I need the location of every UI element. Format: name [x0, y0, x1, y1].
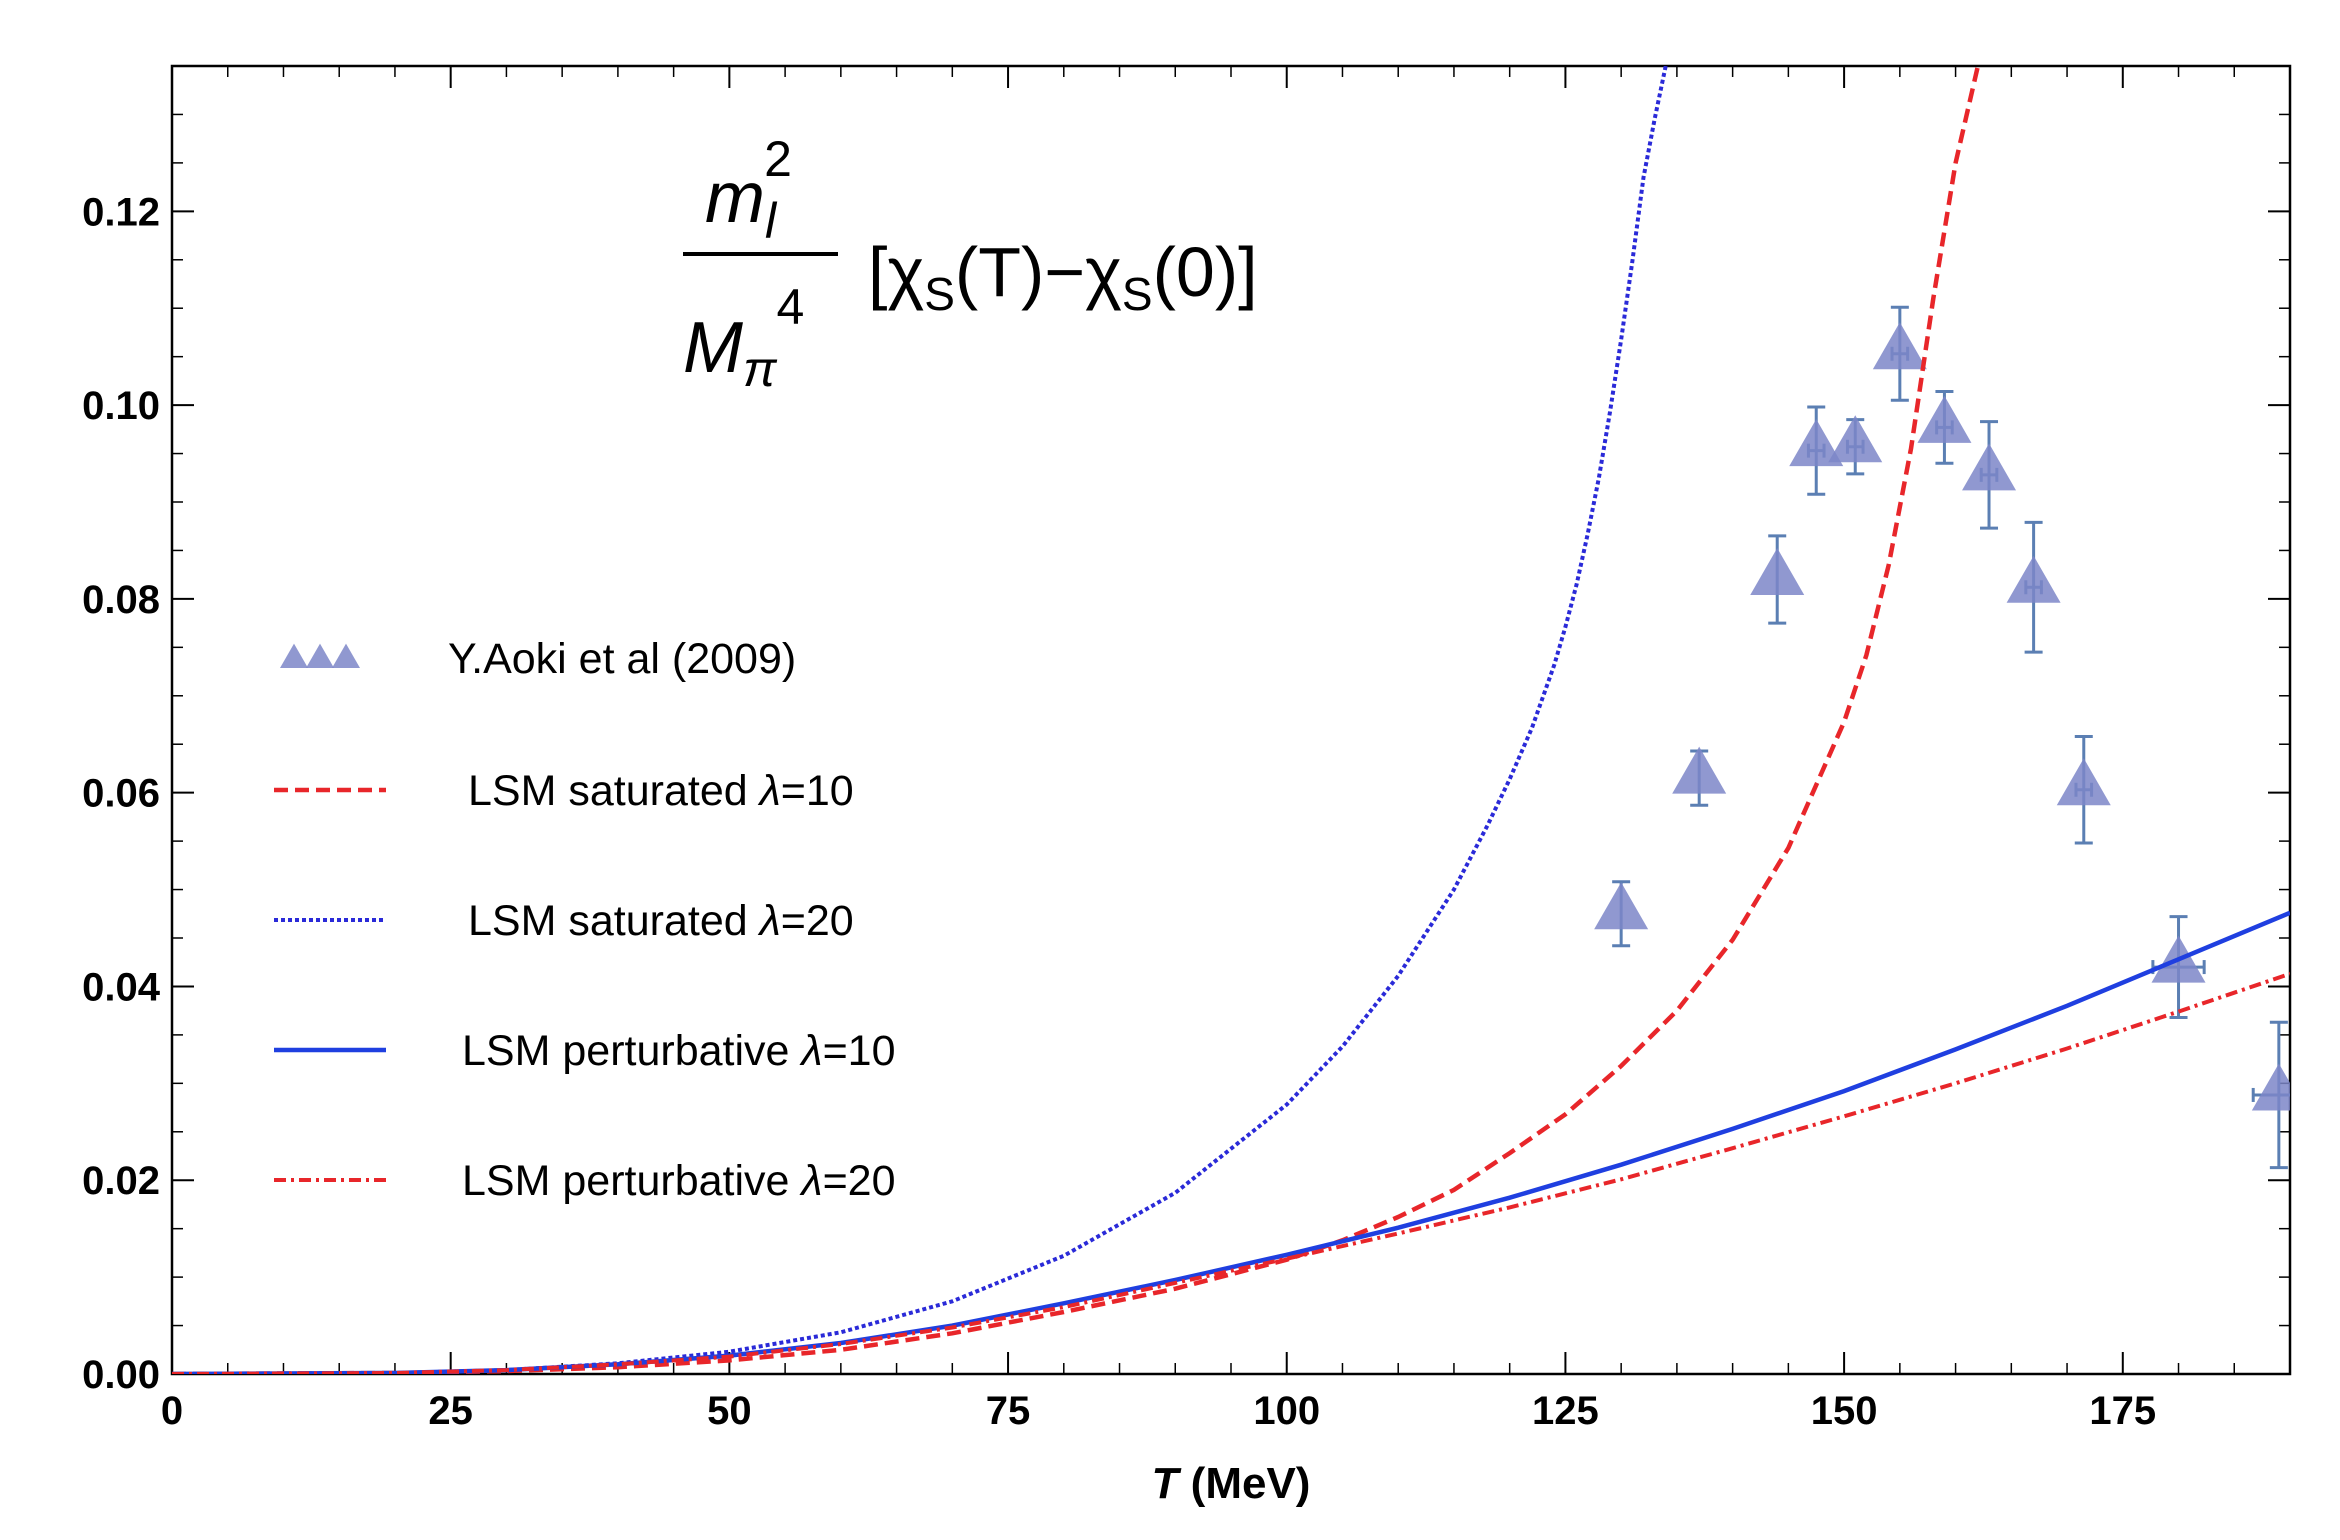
- legend-item-0: Y.Aoki et al (2009): [280, 635, 796, 683]
- legend-label-lambda: λ: [799, 1027, 822, 1075]
- series-line: [172, 910, 2290, 1374]
- formula-denominator-sup: 4: [776, 279, 804, 335]
- x-tick-label: 0: [161, 1389, 183, 1433]
- series-line: [172, 66, 1668, 1374]
- legend-label-lambda: λ: [758, 767, 781, 815]
- legend-label-text: LSM perturbative: [462, 1027, 801, 1075]
- legend-label: LSM saturated λ=20: [468, 897, 854, 945]
- triangle-marker: [1872, 322, 1927, 370]
- formula-bracket-sub-2: S: [1122, 268, 1153, 320]
- data-point: [1828, 415, 1883, 476]
- x-tick-label: 25: [428, 1389, 473, 1433]
- triangle-marker: [1828, 415, 1883, 463]
- x-tick-label: 150: [1811, 1389, 1878, 1433]
- x-axis-label: T (MeV): [1152, 1459, 1311, 1508]
- x-tick-label: 175: [2089, 1389, 2156, 1433]
- x-tick-label: 100: [1253, 1389, 1320, 1433]
- legend-item-3: LSM perturbative λ=10: [274, 1027, 896, 1075]
- formula-numerator-sup: 2: [764, 131, 792, 187]
- legend-label-text: LSM perturbative: [462, 1157, 801, 1205]
- legend-label: LSM perturbative λ=10: [462, 1027, 896, 1075]
- legend: Y.Aoki et al (2009)LSM saturated λ=10LSM…: [274, 635, 896, 1205]
- series-layer: [172, 66, 2290, 1374]
- triangle-marker: [1750, 548, 1805, 596]
- legend-label-text: LSM saturated: [468, 897, 760, 945]
- data-point: [1917, 390, 1972, 465]
- data-point: [2056, 734, 2111, 845]
- triangle-marker: [1962, 443, 2017, 491]
- legend-label-lambda: λ: [758, 897, 781, 945]
- legend-item-4: LSM perturbative λ=20: [274, 1157, 896, 1205]
- data-point: [1672, 746, 1727, 807]
- y-tick-label: 0.00: [82, 1353, 160, 1397]
- x-tick-label: 75: [986, 1389, 1031, 1433]
- series-0: [1594, 305, 2290, 1170]
- legend-label-text: LSM saturated: [468, 767, 760, 815]
- legend-label: LSM saturated λ=10: [468, 767, 854, 815]
- series-line: [172, 66, 1981, 1374]
- data-point: [1872, 305, 1927, 402]
- legend-item-1: LSM saturated λ=10: [274, 767, 854, 815]
- y-tick-label: 0.12: [82, 190, 160, 234]
- data-point: [1962, 420, 2017, 530]
- formula-numerator-sub: l: [765, 193, 778, 249]
- data-point: [1594, 880, 1649, 948]
- legend-label-value: =10: [823, 1027, 896, 1075]
- legend-label-lambda: λ: [799, 1157, 822, 1205]
- triangle-marker: [1594, 882, 1649, 930]
- legend-label-value: =10: [781, 767, 854, 815]
- legend-label-value: =20: [823, 1157, 896, 1205]
- axes: 0 25 50 75 100 125 150 175 0.00 0.02 0.04 0.06 0.08 0…: [82, 66, 2290, 1433]
- legend-item-2: LSM saturated λ=20: [274, 897, 854, 945]
- legend-label: LSM perturbative λ=20: [462, 1157, 896, 1205]
- x-tick-label: 50: [707, 1389, 752, 1433]
- legend-triangle: [306, 643, 334, 669]
- formula-bracket-sub-1: S: [924, 268, 955, 320]
- triangle-marker: [2006, 555, 2061, 603]
- legend-label: Y.Aoki et al (2009): [448, 635, 796, 683]
- data-point: [2251, 1020, 2290, 1170]
- legend-label-value: =20: [781, 897, 854, 945]
- formula-annotation: ml2 Mπ4 [χS(T)−χS(0)]: [683, 131, 1258, 397]
- triangle-marker: [1672, 746, 1727, 794]
- formula-denominator-sub: π: [743, 341, 778, 397]
- formula-denominator: Mπ4: [683, 279, 804, 397]
- formula-bracket: [χS(T)−χS(0)]: [868, 233, 1258, 320]
- series-3: [172, 910, 2290, 1374]
- series-2: [172, 66, 1668, 1374]
- data-point: [1750, 534, 1805, 625]
- triangle-marker: [1789, 419, 1844, 467]
- y-tick-label: 0.10: [82, 384, 160, 428]
- series-1: [172, 66, 1981, 1374]
- legend-triangle: [280, 643, 308, 669]
- y-tick-label: 0.02: [82, 1159, 160, 1203]
- triangle-marker: [2251, 1063, 2290, 1111]
- y-tick-label: 0.04: [82, 965, 161, 1009]
- formula-numerator: ml2: [705, 131, 792, 249]
- y-tick-label: 0.08: [82, 578, 160, 622]
- triangle-marker: [2056, 758, 2111, 806]
- data-point: [1789, 405, 1844, 496]
- x-tick-label: 125: [1532, 1389, 1599, 1433]
- triangle-marker: [1917, 395, 1972, 443]
- y-tick-label: 0.06: [82, 772, 160, 816]
- legend-triangle: [332, 643, 360, 669]
- data-point: [2006, 520, 2061, 654]
